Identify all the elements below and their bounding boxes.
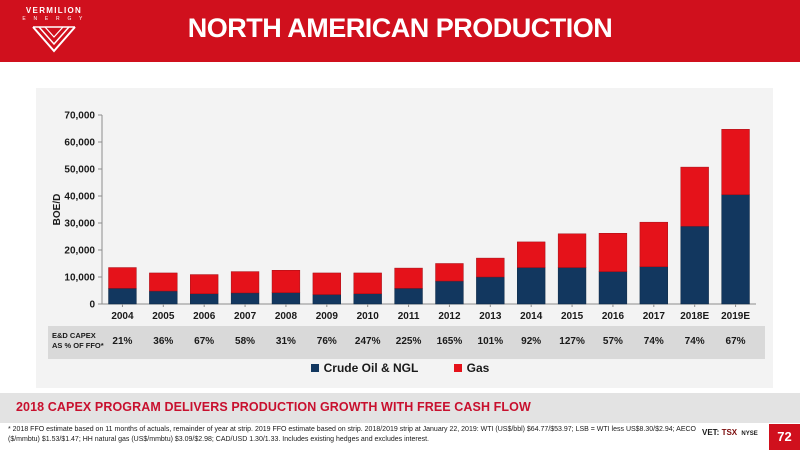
- capex-value: 57%: [602, 336, 623, 347]
- bar-gas: [557, 233, 587, 268]
- y-tick-label: 30,000: [64, 219, 95, 230]
- x-tick-label: 2005: [152, 311, 175, 322]
- capex-value: 74%: [684, 336, 705, 347]
- legend-label-crude: Crude Oil & NGL: [323, 360, 419, 375]
- capex-value: 21%: [112, 336, 133, 347]
- y-tick-label: 40,000: [64, 192, 95, 203]
- subtitle-text: 2018 CAPEX PROGRAM DELIVERS PRODUCTION G…: [16, 400, 531, 414]
- y-axis-label: BOE/D: [52, 194, 63, 226]
- bar-gas: [721, 129, 750, 195]
- bar-gas: [639, 221, 668, 267]
- bar-crude-oil-ngl: [108, 288, 137, 305]
- capex-label: E&D CAPEX AS % OF FFO*: [52, 331, 104, 351]
- bar-crude-oil-ngl: [476, 276, 505, 305]
- page-title: NORTH AMERICAN PRODUCTION: [187, 13, 613, 43]
- x-tick-label: 2010: [357, 311, 380, 322]
- bar-crude-oil-ngl: [557, 267, 587, 305]
- page-number: 72: [769, 424, 800, 450]
- ticker-vet: VET:: [702, 428, 720, 437]
- bar-crude-oil-ngl: [435, 280, 464, 305]
- y-tick-label: 20,000: [64, 246, 95, 257]
- bar-gas: [394, 267, 423, 289]
- bar-crude-oil-ngl: [721, 194, 750, 305]
- bar-crude-oil-ngl: [271, 292, 301, 305]
- capex-label-line1: E&D CAPEX: [52, 331, 96, 340]
- y-tick-label: 70,000: [64, 111, 95, 122]
- capex-value: 92%: [521, 336, 542, 347]
- footnote: * 2018 FFO estimate based on 11 months o…: [8, 426, 696, 443]
- logo-chevron-icon: [32, 26, 76, 53]
- x-tick-label: 2008: [275, 311, 298, 322]
- chart-legend: Crude Oil & NGL Gas: [0, 360, 800, 378]
- capex-value: 67%: [725, 336, 746, 347]
- x-tick-label: 2009: [316, 311, 339, 322]
- capex-value: 247%: [354, 336, 381, 347]
- bar-gas: [230, 271, 260, 294]
- capex-value: 127%: [559, 336, 585, 347]
- capex-value: 76%: [316, 336, 337, 347]
- ticker-nyse: NYSE: [741, 431, 758, 437]
- production-chart: 0 10,000 20,000 30,000 40,000 50,000 60,000 70,…: [52, 111, 756, 322]
- stock-tickers: VET: TSX NYSE: [702, 428, 758, 437]
- subtitle-bar: [0, 393, 800, 423]
- bar-gas: [149, 272, 178, 292]
- y-tick-label: 10,000: [64, 273, 95, 284]
- x-tick-label: 2011: [398, 311, 420, 322]
- x-tick-label: 2004: [111, 311, 134, 322]
- bar-gas: [517, 241, 546, 268]
- y-tick-label: 60,000: [64, 138, 95, 149]
- bar-crude-oil-ngl: [353, 293, 382, 305]
- bar-gas: [271, 270, 301, 293]
- logo-sub: E N E R G Y: [22, 16, 86, 22]
- capex-row: [48, 326, 765, 359]
- bar-crude-oil-ngl: [190, 293, 219, 305]
- x-tick-label: 2018E: [680, 311, 709, 322]
- x-tick-label: 2006: [193, 311, 216, 322]
- x-tick-label: 2017: [643, 311, 666, 322]
- bar-gas: [108, 267, 137, 289]
- capex-label-line2: AS % OF FFO*: [52, 341, 104, 350]
- bar-gas: [598, 233, 628, 272]
- x-tick-label: 2007: [234, 311, 257, 322]
- bar-gas: [476, 257, 505, 278]
- legend-swatch-crude: [310, 363, 319, 372]
- capex-value: 165%: [436, 336, 463, 347]
- bar-crude-oil-ngl: [394, 288, 423, 305]
- bar-gas: [680, 166, 709, 227]
- logo-name: VERMILION: [25, 6, 83, 15]
- capex-value: 36%: [153, 336, 174, 347]
- capex-value: 225%: [395, 336, 422, 347]
- capex-value: 31%: [275, 336, 296, 347]
- capex-value: 58%: [235, 336, 256, 347]
- capex-value: 101%: [477, 336, 504, 347]
- bar-crude-oil-ngl: [230, 292, 260, 305]
- header-bar: [0, 0, 800, 62]
- capex-value: 74%: [643, 336, 664, 347]
- bar-crude-oil-ngl: [639, 266, 668, 305]
- bar-crude-oil-ngl: [598, 271, 628, 305]
- x-tick-label: 2019E: [721, 311, 750, 322]
- bar-crude-oil-ngl: [680, 225, 709, 305]
- x-tick-label: 2014: [520, 311, 543, 322]
- x-tick-label: 2016: [602, 311, 625, 322]
- bar-gas: [353, 272, 382, 294]
- y-tick-label: 0: [89, 300, 95, 311]
- bar-gas: [190, 274, 219, 294]
- ticker-tsx: TSX: [721, 428, 738, 437]
- company-logo: VERMILION E N E R G Y: [18, 6, 90, 58]
- x-tick-label: 2015: [561, 311, 584, 322]
- y-tick-label: 50,000: [64, 165, 95, 176]
- x-tick-label: 2013: [479, 311, 502, 322]
- legend-label-gas: Gas: [466, 360, 490, 375]
- bar-crude-oil-ngl: [517, 267, 546, 305]
- bar-gas: [312, 272, 341, 295]
- x-tick-label: 2012: [438, 311, 461, 322]
- legend-swatch-gas: [453, 363, 462, 372]
- legend-item-gas: Gas: [453, 360, 490, 375]
- capex-value: 67%: [194, 336, 215, 347]
- bar-crude-oil-ngl: [312, 294, 341, 305]
- bar-crude-oil-ngl: [149, 290, 178, 305]
- legend-item-crude: Crude Oil & NGL: [310, 360, 419, 375]
- bar-gas: [435, 263, 464, 282]
